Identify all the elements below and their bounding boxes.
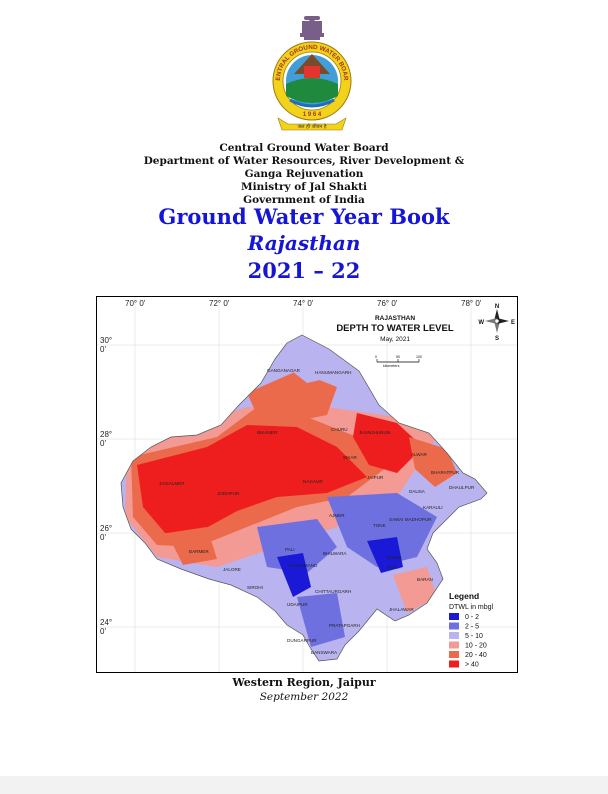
legend-swatch [449, 651, 459, 658]
scale-bar: 0 50 100 kilometers [375, 355, 422, 368]
place-label: BARAN [417, 577, 433, 582]
legend-swatch [449, 660, 459, 668]
lon-tick-label: 70° 0' [125, 299, 146, 308]
place-label: SIKAR [343, 455, 357, 460]
place-label: PRATAPGARH [329, 623, 360, 628]
place-label: BARMER [189, 549, 209, 554]
map-legend: Legend DTWL in mbgl 0 - 2 2 - 5 5 - 10 10 -… [449, 591, 494, 669]
svg-text:N: N [495, 304, 499, 310]
legend-label: 20 - 40 [465, 652, 487, 659]
state-title: Rajasthan [247, 231, 361, 255]
map-date: May, 2021 [380, 336, 410, 343]
place-label: ALWAR [411, 452, 428, 457]
legend-title: Legend [449, 591, 479, 601]
legend-label: 5 - 10 [465, 633, 483, 640]
place-labels: GANGANAGAR HANUMANGARH BIKANER CHURU JHU… [159, 368, 475, 655]
lon-tick-label: 72° 0' [209, 299, 230, 308]
legend-swatch [449, 622, 459, 630]
logo-year: 1 9 6 4 [303, 112, 322, 118]
place-label: BUNDI [387, 555, 401, 560]
org-line-department: Department of Water Resources, River Dev… [143, 155, 465, 167]
org-line-government: Government of India [243, 194, 365, 206]
place-label: JHUNJHUNUN [359, 430, 390, 435]
place-label: RAJSAMAND [289, 563, 318, 568]
scale-tick: 100 [416, 355, 422, 359]
place-label: BHILWARA [323, 551, 347, 556]
place-label: JAIPUR [367, 475, 384, 480]
lon-tick-label: 76° 0' [377, 299, 398, 308]
place-label: KOTA [387, 565, 400, 570]
dtwl-map: GANGANAGAR HANUMANGARH BIKANER CHURU JHU… [96, 296, 518, 673]
place-label: DAUSA [409, 489, 426, 494]
legend-swatch [449, 632, 459, 639]
lat-tick-label: 30° 0' [100, 336, 113, 354]
place-label: JODHPUR [217, 491, 240, 496]
lat-tick-label: 28° 0' [100, 430, 113, 448]
place-label: BHARATPUR [431, 470, 460, 475]
legend-label: > 40 [465, 662, 479, 669]
place-label: BANSWARA [311, 650, 338, 655]
place-label: UDAIPUR [287, 602, 308, 607]
document-title: Ground Water Year Book [158, 204, 450, 229]
place-label: NAGAUR [303, 479, 323, 484]
map-title: DEPTH TO WATER LEVEL [336, 323, 454, 334]
place-label: TONK [373, 523, 387, 528]
place-label: JALORE [223, 567, 241, 572]
logo-motto: जल ही जीवन है [297, 123, 326, 130]
year-title: 2021 – 22 [247, 258, 361, 283]
place-label: AJMER [329, 513, 345, 518]
scale-tick: 50 [396, 355, 400, 359]
region-label: Western Region, Jaipur [232, 676, 376, 689]
legend-label: 10 - 20 [465, 643, 487, 650]
place-label: SAWAI MADHOPUR [389, 517, 432, 522]
place-label: PALI [285, 547, 295, 552]
place-label: DHAULPUR [449, 485, 475, 490]
legend-label: 2 - 5 [465, 624, 479, 631]
place-label: CHURU [331, 427, 348, 432]
lon-tick-label: 78° 0' [461, 299, 482, 308]
org-line-ganga: Ganga Rejuvenation [244, 168, 364, 180]
svg-text:E: E [511, 320, 515, 326]
lon-tick-label: 74° 0' [293, 299, 314, 308]
north-arrow-icon: N S E W [478, 304, 515, 342]
scale-unit: kilometers [383, 364, 400, 368]
svg-text:W: W [478, 320, 484, 326]
lat-tick-label: 26° 0' [100, 524, 113, 542]
place-label: SIROHI [247, 585, 263, 590]
svg-text:S: S [495, 336, 499, 342]
scale-tick: 0 [375, 355, 377, 359]
place-label: KARAULI [423, 505, 443, 510]
lat-tick-label: 24° 0' [100, 618, 113, 636]
legend-swatch [449, 613, 459, 620]
place-label: JAISALMER [159, 481, 185, 486]
place-label: HANUMANGARH [315, 370, 352, 375]
place-label: CHITTAURGARH [315, 589, 351, 594]
legend-label: 0 - 2 [465, 614, 479, 621]
org-line-ministry: Ministry of Jal Shakti [240, 181, 367, 193]
map-state-label: RAJASTHAN [375, 315, 415, 322]
legend-swatch [449, 641, 459, 649]
org-line-board: Central Ground Water Board [219, 142, 389, 154]
place-label: GANGANAGAR [267, 368, 301, 373]
page-bottom-bar [0, 776, 608, 794]
place-label: BIKANER [257, 430, 278, 435]
place-label: DUNGARPUR [287, 638, 317, 643]
cgwb-logo: CENTRAL GROUND WATER BOARD 1 9 6 4 जल ही… [268, 14, 352, 131]
place-label: JHALAWAR [389, 607, 414, 612]
legend-subtitle: DTWL in mbgl [449, 604, 494, 611]
publication-date: September 2022 [259, 691, 349, 703]
national-emblem-icon [300, 16, 324, 40]
